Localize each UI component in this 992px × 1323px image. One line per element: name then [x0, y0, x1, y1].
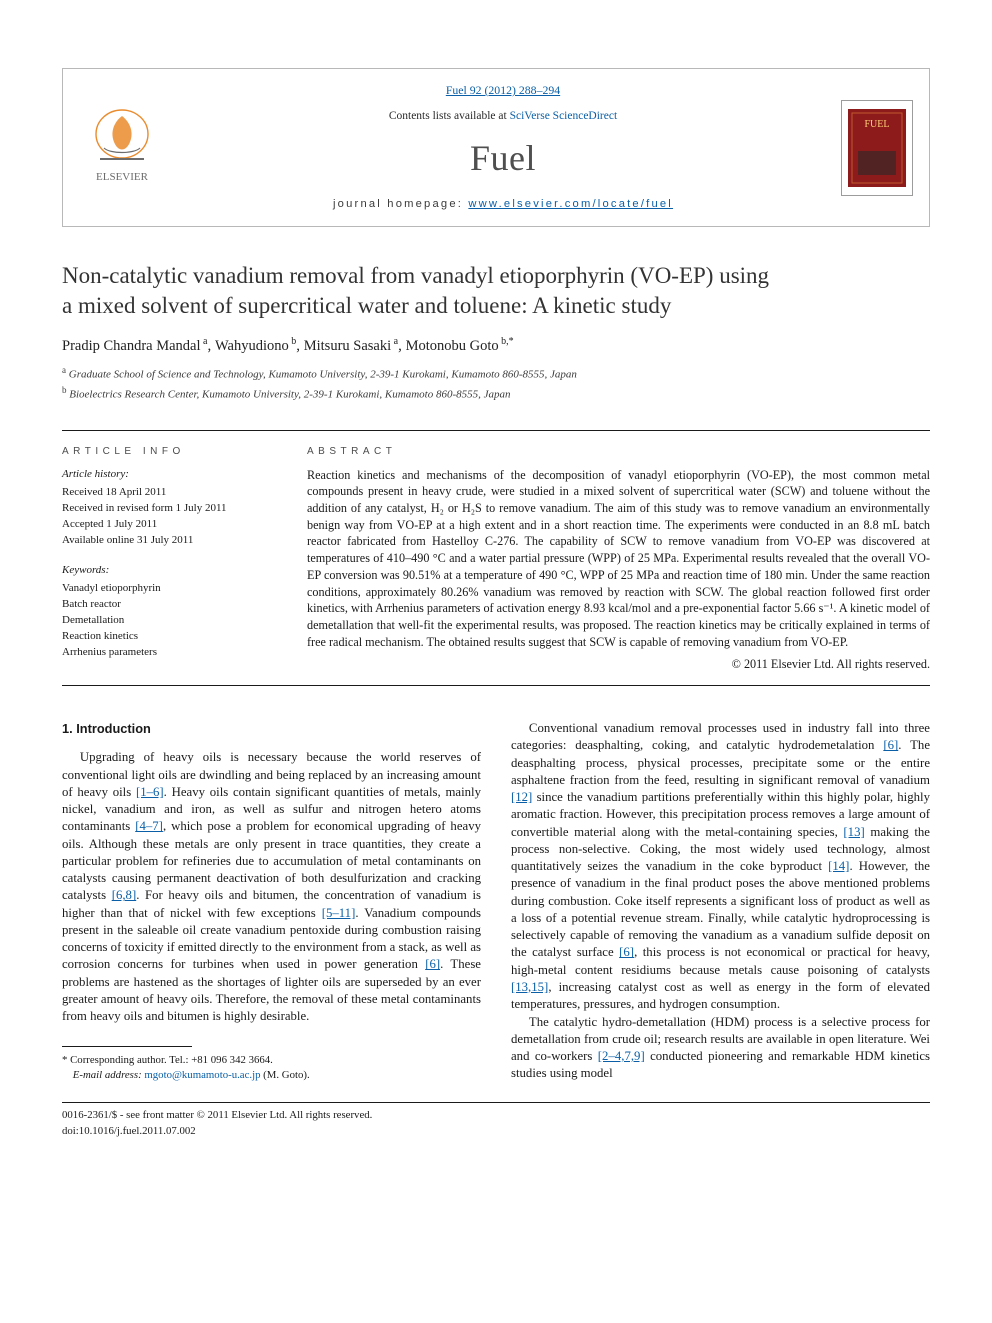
homepage-link[interactable]: www.elsevier.com/locate/fuel	[468, 198, 673, 210]
aff-b-corr-sup: b,*	[499, 336, 514, 347]
affiliation-b: b Bioelectrics Research Center, Kumamoto…	[62, 384, 930, 404]
intro-para-3: The catalytic hydro-demetallation (HDM) …	[511, 1014, 930, 1083]
aff-b-sup: b	[289, 336, 297, 347]
affiliation-a-text: Graduate School of Science and Technolog…	[69, 369, 577, 381]
corresponding-footnote: * Corresponding author. Tel.: +81 096 34…	[62, 1053, 481, 1084]
doi-line: doi:10.1016/j.fuel.2011.07.002	[62, 1123, 930, 1139]
ref-12[interactable]: [12]	[511, 790, 532, 804]
ref-6c[interactable]: [6]	[619, 945, 634, 959]
intro-para-1: Upgrading of heavy oils is necessary bec…	[62, 749, 481, 1025]
body-columns: 1. Introduction Upgrading of heavy oils …	[62, 720, 930, 1084]
affiliation-b-text: Bioelectrics Research Center, Kumamoto U…	[69, 389, 510, 401]
history-accepted: Accepted 1 July 2011	[62, 517, 277, 533]
corr-email-line: E-mail address: mgoto@kumamoto-u.ac.jp (…	[62, 1068, 481, 1084]
ref-13[interactable]: [13]	[843, 825, 864, 839]
author-1: Pradip Chandra Mandal	[62, 338, 201, 354]
history-revised: Received in revised form 1 July 2011	[62, 501, 277, 517]
intro-para-2: Conventional vanadium removal processes …	[511, 720, 930, 1014]
p2g: , increasing catalyst cost as well as en…	[511, 980, 930, 1011]
ref-14[interactable]: [14]	[828, 859, 849, 873]
email-label: E-mail address:	[73, 1069, 142, 1081]
ref-4-7[interactable]: [4–7]	[135, 819, 163, 833]
contents-label: Contents lists available at	[389, 110, 510, 122]
keywords-label: Keywords:	[62, 563, 277, 579]
aff-a-sup-2: a	[391, 336, 398, 347]
aff-a-sup: a	[201, 336, 208, 347]
journal-cover-icon: FUEL	[848, 109, 906, 187]
keyword-2: Batch reactor	[62, 597, 277, 613]
title-line-1: Non-catalytic vanadium removal from vana…	[62, 263, 769, 288]
journal-cover-thumb: FUEL	[841, 100, 913, 196]
contents-line: Contents lists available at SciVerse Sci…	[389, 109, 617, 125]
corr-author-line: * Corresponding author. Tel.: +81 096 34…	[62, 1053, 481, 1069]
keyword-5: Arrhenius parameters	[62, 645, 277, 661]
elsevier-logo: ELSEVIER	[79, 102, 165, 194]
author-4: Motonobu Goto	[406, 338, 499, 354]
author-2: Wahyudiono	[215, 338, 289, 354]
keyword-4: Reaction kinetics	[62, 629, 277, 645]
keyword-1: Vanadyl etioporphyrin	[62, 581, 277, 597]
title-line-2: a mixed solvent of supercritical water a…	[62, 293, 671, 318]
corr-email-link[interactable]: mgoto@kumamoto-u.ac.jp	[144, 1069, 260, 1081]
front-matter-footer: 0016-2361/$ - see front matter © 2011 El…	[62, 1107, 930, 1139]
page: ELSEVIER Fuel 92 (2012) 288–294 Contents…	[0, 0, 992, 1179]
ref-13-15[interactable]: [13,15]	[511, 980, 548, 994]
keyword-3: Demetallation	[62, 613, 277, 629]
abstract-heading: ABSTRACT	[307, 445, 930, 459]
article-info: ARTICLE INFO Article history: Received 1…	[62, 445, 277, 673]
history-online: Available online 31 July 2011	[62, 533, 277, 549]
ref-2-4-7-9[interactable]: [2–4,7,9]	[598, 1049, 645, 1063]
article-title: Non-catalytic vanadium removal from vana…	[62, 261, 930, 321]
affiliation-a: a Graduate School of Science and Technol…	[62, 364, 930, 384]
ref-5-11[interactable]: [5–11]	[322, 906, 356, 920]
article-info-heading: ARTICLE INFO	[62, 445, 277, 460]
svg-text:ELSEVIER: ELSEVIER	[96, 171, 149, 183]
ref-6[interactable]: [6]	[425, 957, 440, 971]
footnote-rule	[62, 1046, 192, 1047]
p2a: Conventional vanadium removal processes …	[511, 721, 930, 752]
info-abstract-panel: ARTICLE INFO Article history: Received 1…	[62, 430, 930, 686]
authors: Pradip Chandra Mandal a, Wahyudiono b, M…	[62, 335, 930, 357]
abstract-text: Reaction kinetics and mechanisms of the …	[307, 467, 930, 651]
abstract-copyright: © 2011 Elsevier Ltd. All rights reserved…	[307, 656, 930, 673]
journal-homepage: journal homepage: www.elsevier.com/locat…	[333, 197, 673, 212]
corr-email-who: (M. Goto).	[263, 1069, 309, 1081]
homepage-label: journal homepage:	[333, 198, 468, 210]
journal-header: ELSEVIER Fuel 92 (2012) 288–294 Contents…	[62, 68, 930, 227]
elsevier-tree-icon: ELSEVIER	[84, 104, 160, 192]
issn-line: 0016-2361/$ - see front matter © 2011 El…	[62, 1107, 930, 1123]
ref-6b[interactable]: [6]	[883, 738, 898, 752]
history-block: Article history: Received 18 April 2011 …	[62, 467, 277, 549]
journal-title: Fuel	[470, 134, 536, 183]
abstract: ABSTRACT Reaction kinetics and mechanism…	[307, 445, 930, 673]
author-3: Mitsuru Sasaki	[304, 338, 391, 354]
ref-1-6[interactable]: [1–6]	[136, 785, 164, 799]
section-heading-intro: 1. Introduction	[62, 720, 481, 737]
sciencedirect-link[interactable]: SciVerse ScienceDirect	[510, 110, 618, 122]
keywords-block: Keywords: Vanadyl etioporphyrin Batch re…	[62, 563, 277, 661]
footer-rule	[62, 1102, 930, 1103]
history-received: Received 18 April 2011	[62, 485, 277, 501]
header-center: Fuel 92 (2012) 288–294 Contents lists av…	[165, 81, 841, 214]
citation-link[interactable]: Fuel 92 (2012) 288–294	[446, 83, 560, 99]
history-label: Article history:	[62, 467, 277, 483]
ref-6-8[interactable]: [6,8]	[112, 888, 137, 902]
affiliations: a Graduate School of Science and Technol…	[62, 364, 930, 403]
svg-text:FUEL: FUEL	[865, 119, 890, 130]
